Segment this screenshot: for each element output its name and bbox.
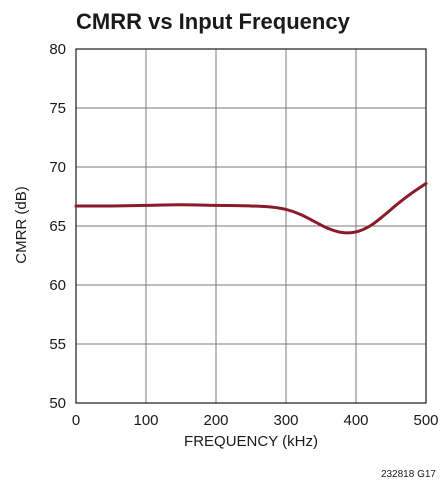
- y-tick-label: 65: [49, 218, 66, 235]
- y-tick-label: 75: [49, 100, 66, 117]
- y-tick-label: 70: [49, 159, 66, 176]
- tick-labels: 0 100 200 300 400 500 50 55 60 65 70 75 80: [49, 41, 438, 429]
- y-tick-label: 80: [49, 41, 66, 58]
- x-tick-label: 500: [413, 412, 438, 429]
- grid: [76, 49, 426, 403]
- series-line: [76, 184, 426, 233]
- x-tick-label: 400: [343, 412, 368, 429]
- series-layer: [76, 184, 426, 233]
- x-tick-label: 200: [203, 412, 228, 429]
- x-axis-label: FREQUENCY (kHz): [184, 433, 318, 450]
- y-axis-label: CMRR (dB): [13, 186, 30, 264]
- chart-title: CMRR vs Input Frequency: [76, 9, 351, 34]
- x-tick-label: 300: [273, 412, 298, 429]
- figure-code: 232818 G17: [381, 469, 436, 480]
- y-tick-label: 50: [49, 395, 66, 412]
- x-tick-label: 100: [133, 412, 158, 429]
- x-tick-label: 0: [72, 412, 80, 429]
- y-tick-label: 55: [49, 336, 66, 353]
- y-tick-label: 60: [49, 277, 66, 294]
